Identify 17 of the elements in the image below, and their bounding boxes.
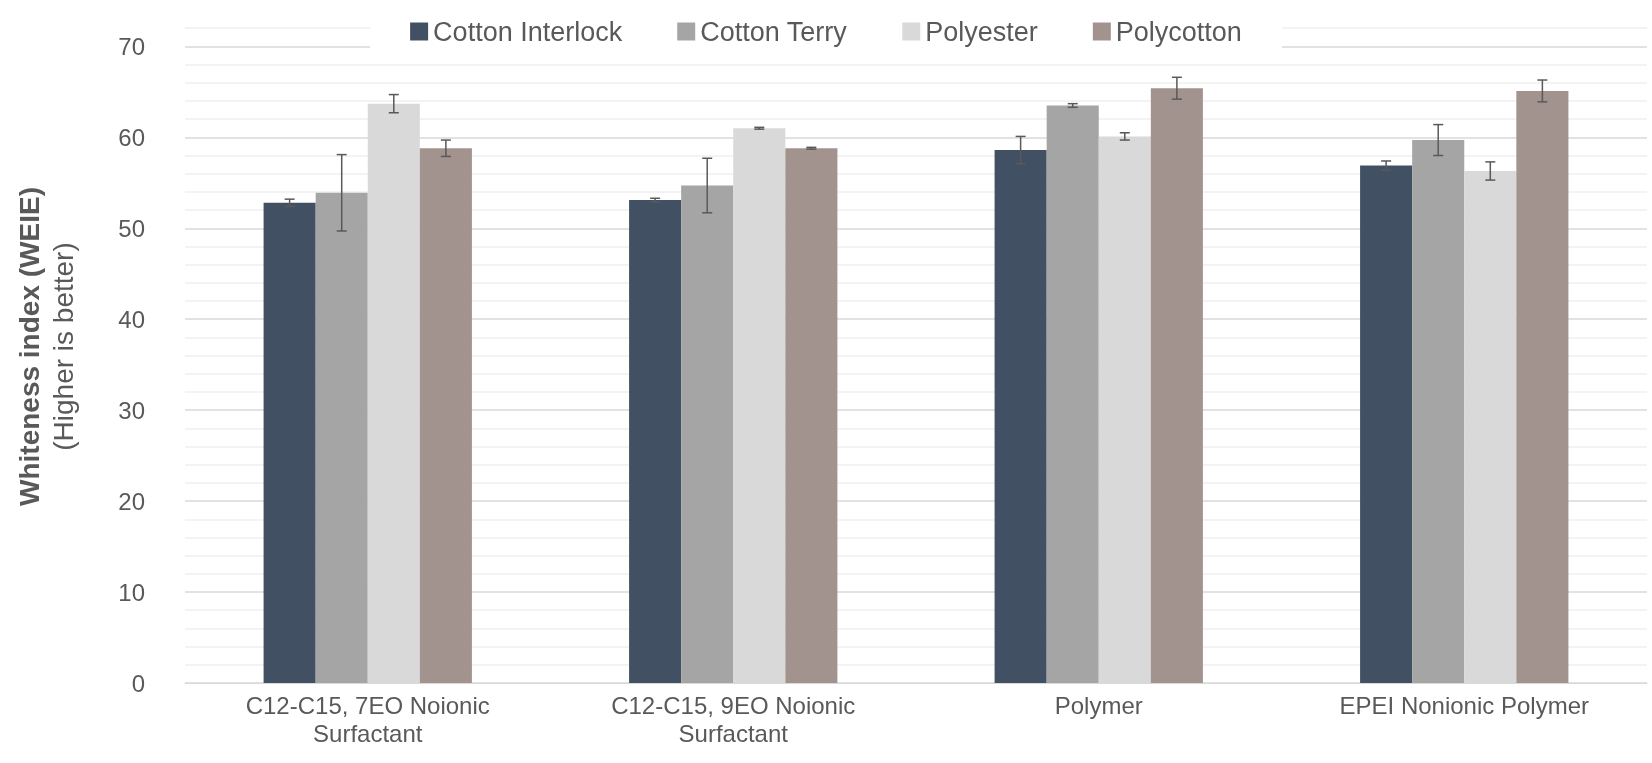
y-tick-label: 0 bbox=[131, 669, 145, 697]
legend-label: Polycotton bbox=[1115, 16, 1242, 47]
x-tick-label: EPEI Nonionic Polymer bbox=[1339, 691, 1589, 719]
y-tick-label: 20 bbox=[118, 487, 145, 515]
legend-label: Cotton Interlock bbox=[433, 16, 623, 47]
y-tick-label: 10 bbox=[118, 578, 145, 606]
x-tick-label: Polymer bbox=[1054, 691, 1143, 719]
y-tick-label: 70 bbox=[118, 32, 145, 60]
legend-label: Cotton Terry bbox=[700, 16, 848, 47]
y-tick-label: 60 bbox=[118, 123, 145, 151]
y-axis-title: Whiteness index (WEIE) (Higher is better) bbox=[13, 187, 79, 506]
y-tick-label: 50 bbox=[118, 214, 145, 242]
x-tick-label: C12-C15, 7EO Noionic Surfactant bbox=[245, 691, 490, 747]
y-tick-label: 30 bbox=[118, 396, 145, 424]
y-tick-label: 40 bbox=[118, 305, 145, 333]
legend-label: Polyester bbox=[925, 16, 1038, 47]
x-tick-label: C12-C15, 9EO Noionic Surfactant bbox=[611, 691, 856, 747]
